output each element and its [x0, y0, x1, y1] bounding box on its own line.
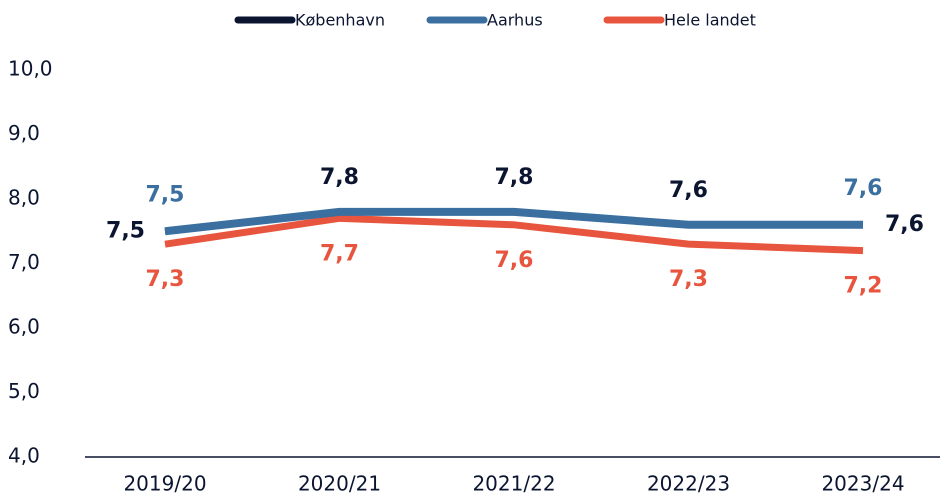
x-tick-label: 2022/23: [647, 472, 730, 496]
y-tick-label: 6,0: [8, 315, 40, 339]
y-tick-label: 9,0: [8, 121, 40, 145]
x-tick-label: 2020/21: [298, 472, 381, 496]
y-tick-label: 8,0: [8, 186, 40, 210]
series-line: [164, 207, 863, 236]
value-label: 7,6: [495, 248, 534, 273]
value-label: 7,7: [320, 241, 359, 266]
value-label: 7,5: [106, 218, 145, 243]
value-label: 7,5: [146, 182, 185, 207]
value-label: 7,2: [844, 274, 883, 299]
x-tick-label: 2021/22: [472, 472, 555, 496]
value-label: 7,3: [669, 267, 708, 292]
y-tick-label: 7,0: [8, 250, 40, 274]
value-label: 7,8: [320, 165, 359, 190]
value-label: 7,6: [844, 176, 883, 201]
y-tick-label: 5,0: [8, 379, 40, 403]
x-tick-label: 2019/20: [123, 472, 206, 496]
legend-label: Aarhus: [487, 11, 543, 30]
y-tick-label: 10,0: [8, 57, 53, 81]
value-label: 7,6: [669, 178, 708, 203]
x-tick-label: 2023/24: [821, 472, 904, 496]
y-tick-label: 4,0: [8, 444, 40, 468]
legend-label: København: [295, 11, 385, 30]
series-line: [164, 214, 864, 255]
legend-label: Hele landet: [664, 11, 756, 30]
value-label: 7,8: [495, 165, 534, 190]
value-label: 7,3: [146, 267, 185, 292]
value-label: 7,6: [885, 212, 924, 237]
